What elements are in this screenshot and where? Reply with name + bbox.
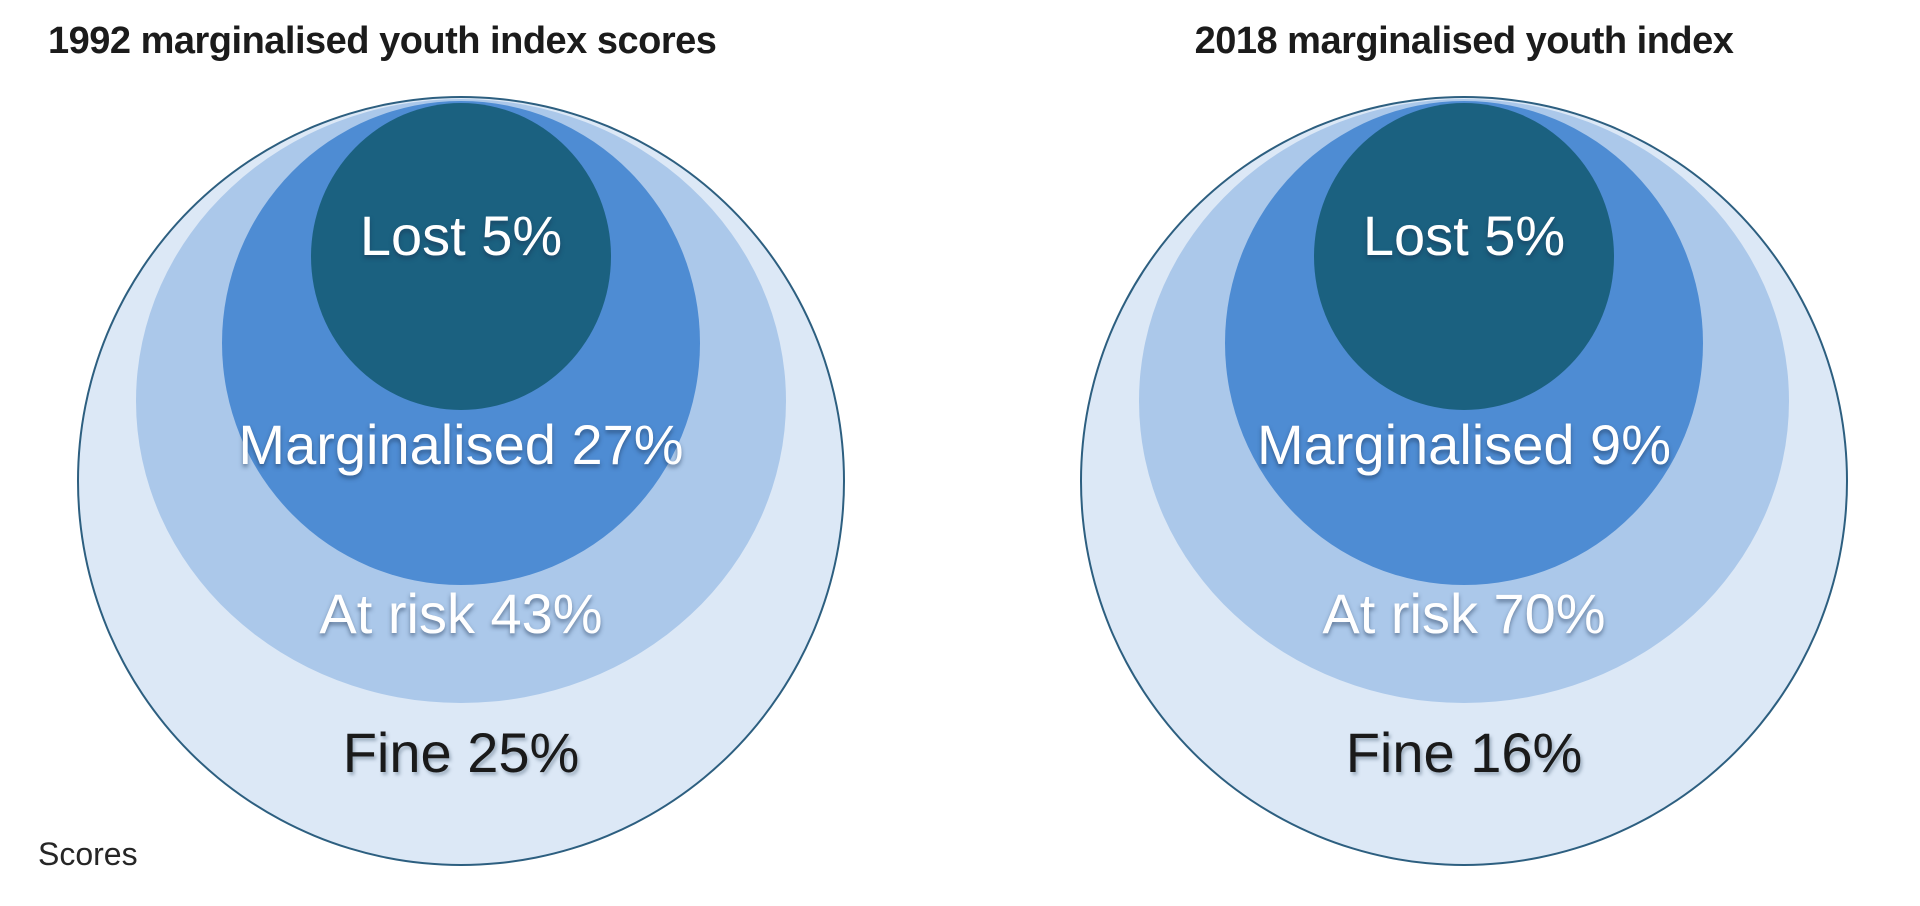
chart-1992-label-fine: Fine 25% [342, 721, 580, 784]
scores-footnote: Scores [38, 836, 138, 872]
chart-2018-circle-lost [1314, 103, 1614, 410]
chart-1992-title: 1992 marginalised youth index scores [48, 20, 717, 62]
chart-1992: 1992 marginalised youth index scores Los… [0, 0, 922, 906]
chart-2018-label-at-risk: At risk 70% [1322, 582, 1606, 645]
chart-1992-circle-lost [311, 103, 611, 410]
chart-1992-label-at-risk: At risk 43% [319, 582, 603, 645]
chart-2018-label-fine: Fine 16% [1345, 721, 1583, 784]
chart-2018: 2018 marginalised youth index Lost 5% Ma… [1003, 0, 1920, 906]
chart-1992-label-marginalised: Marginalised 27% [238, 413, 684, 476]
chart-2018-label-marginalised: Marginalised 9% [1257, 413, 1671, 476]
chart-2018-label-lost: Lost 5% [1362, 204, 1566, 267]
chart-1992-label-lost: Lost 5% [359, 204, 563, 267]
chart-2018-title: 2018 marginalised youth index [1194, 20, 1734, 62]
